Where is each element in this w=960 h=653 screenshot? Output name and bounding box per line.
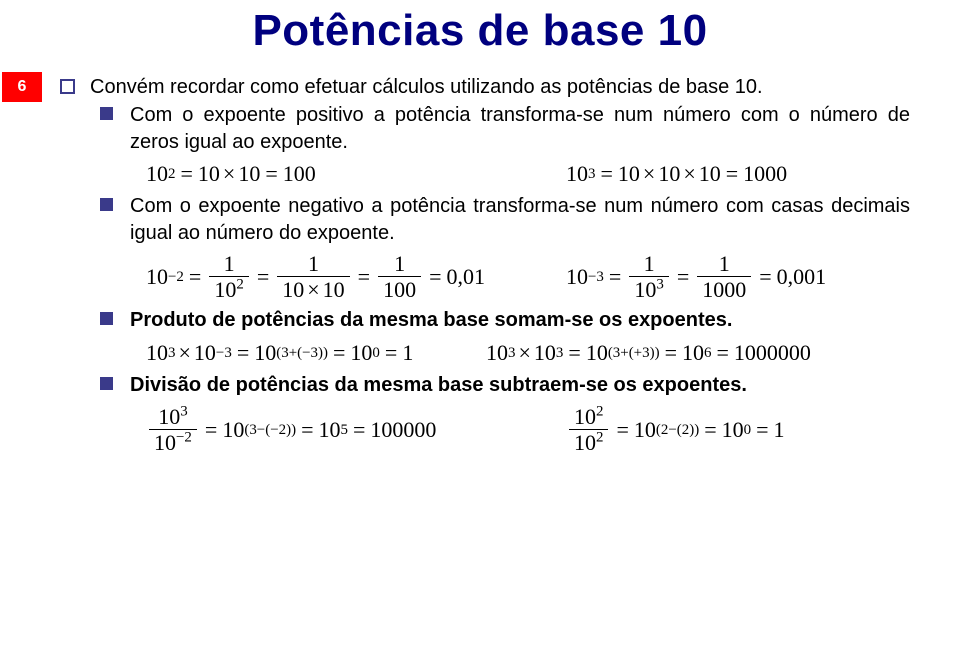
formula-division: 103 10−2 = 10(3−(−2)) = 105 = 100000 102… xyxy=(146,404,936,454)
slide: Potências de base 10 6 Convém recordar c… xyxy=(0,0,960,653)
bullet-row-negative: Com o expoente negativo a potência trans… xyxy=(96,193,936,246)
square-solid-icon xyxy=(96,375,120,393)
bullet-row-positive: Com o expoente positivo a potência trans… xyxy=(96,102,936,155)
content-area: Convém recordar como efetuar cálculos ut… xyxy=(56,74,936,460)
intro-text: Convém recordar como efetuar cálculos ut… xyxy=(90,74,763,100)
eq-div2: 102 102 = 10(2−(2)) = 100 = 1 xyxy=(566,405,785,454)
eq-div1: 103 10−2 = 10(3−(−2)) = 105 = 100000 xyxy=(146,405,436,454)
square-solid-icon xyxy=(96,196,120,214)
division-text: Divisão de potências da mesma base subtr… xyxy=(130,372,747,398)
formula-positive: 102 = 10×10 = 100 103 = 10×10×10 = 1000 xyxy=(146,161,936,187)
page-number-badge: 6 xyxy=(2,72,42,102)
formula-negative: 10−2 = 1102 = 110×10 = 1100 = 0,01 10−3 … xyxy=(146,252,936,301)
eq-10negsq: 10−2 = 1102 = 110×10 = 1100 = 0,01 xyxy=(146,252,485,301)
eq-10sq: 102 = 10×10 = 100 xyxy=(146,161,316,187)
square-solid-icon xyxy=(96,310,120,328)
negative-text: Com o expoente negativo a potência trans… xyxy=(130,193,910,246)
eq-10negcube: 10−3 = 1103 = 11000 = 0,001 xyxy=(566,252,826,301)
formula-product: 103 × 10−3 = 10(3+(−3)) = 100 = 1 103 × … xyxy=(146,340,936,366)
bullet-row-division: Divisão de potências da mesma base subtr… xyxy=(96,372,936,398)
bullet-row-intro: Convém recordar como efetuar cálculos ut… xyxy=(56,74,936,100)
square-solid-icon xyxy=(96,105,120,123)
positive-text: Com o expoente positivo a potência trans… xyxy=(130,102,910,155)
product-text: Produto de potências da mesma base somam… xyxy=(130,307,732,333)
eq-10cube: 103 = 10×10×10 = 1000 xyxy=(566,161,787,187)
page-title: Potências de base 10 xyxy=(0,6,960,56)
bullet-row-product: Produto de potências da mesma base somam… xyxy=(96,307,936,333)
eq-prod1: 103 × 10−3 = 10(3+(−3)) = 100 = 1 xyxy=(146,340,413,366)
square-open-icon xyxy=(56,77,80,95)
eq-prod2: 103 × 103 = 10(3+(+3)) = 106 = 1000000 xyxy=(486,340,811,366)
